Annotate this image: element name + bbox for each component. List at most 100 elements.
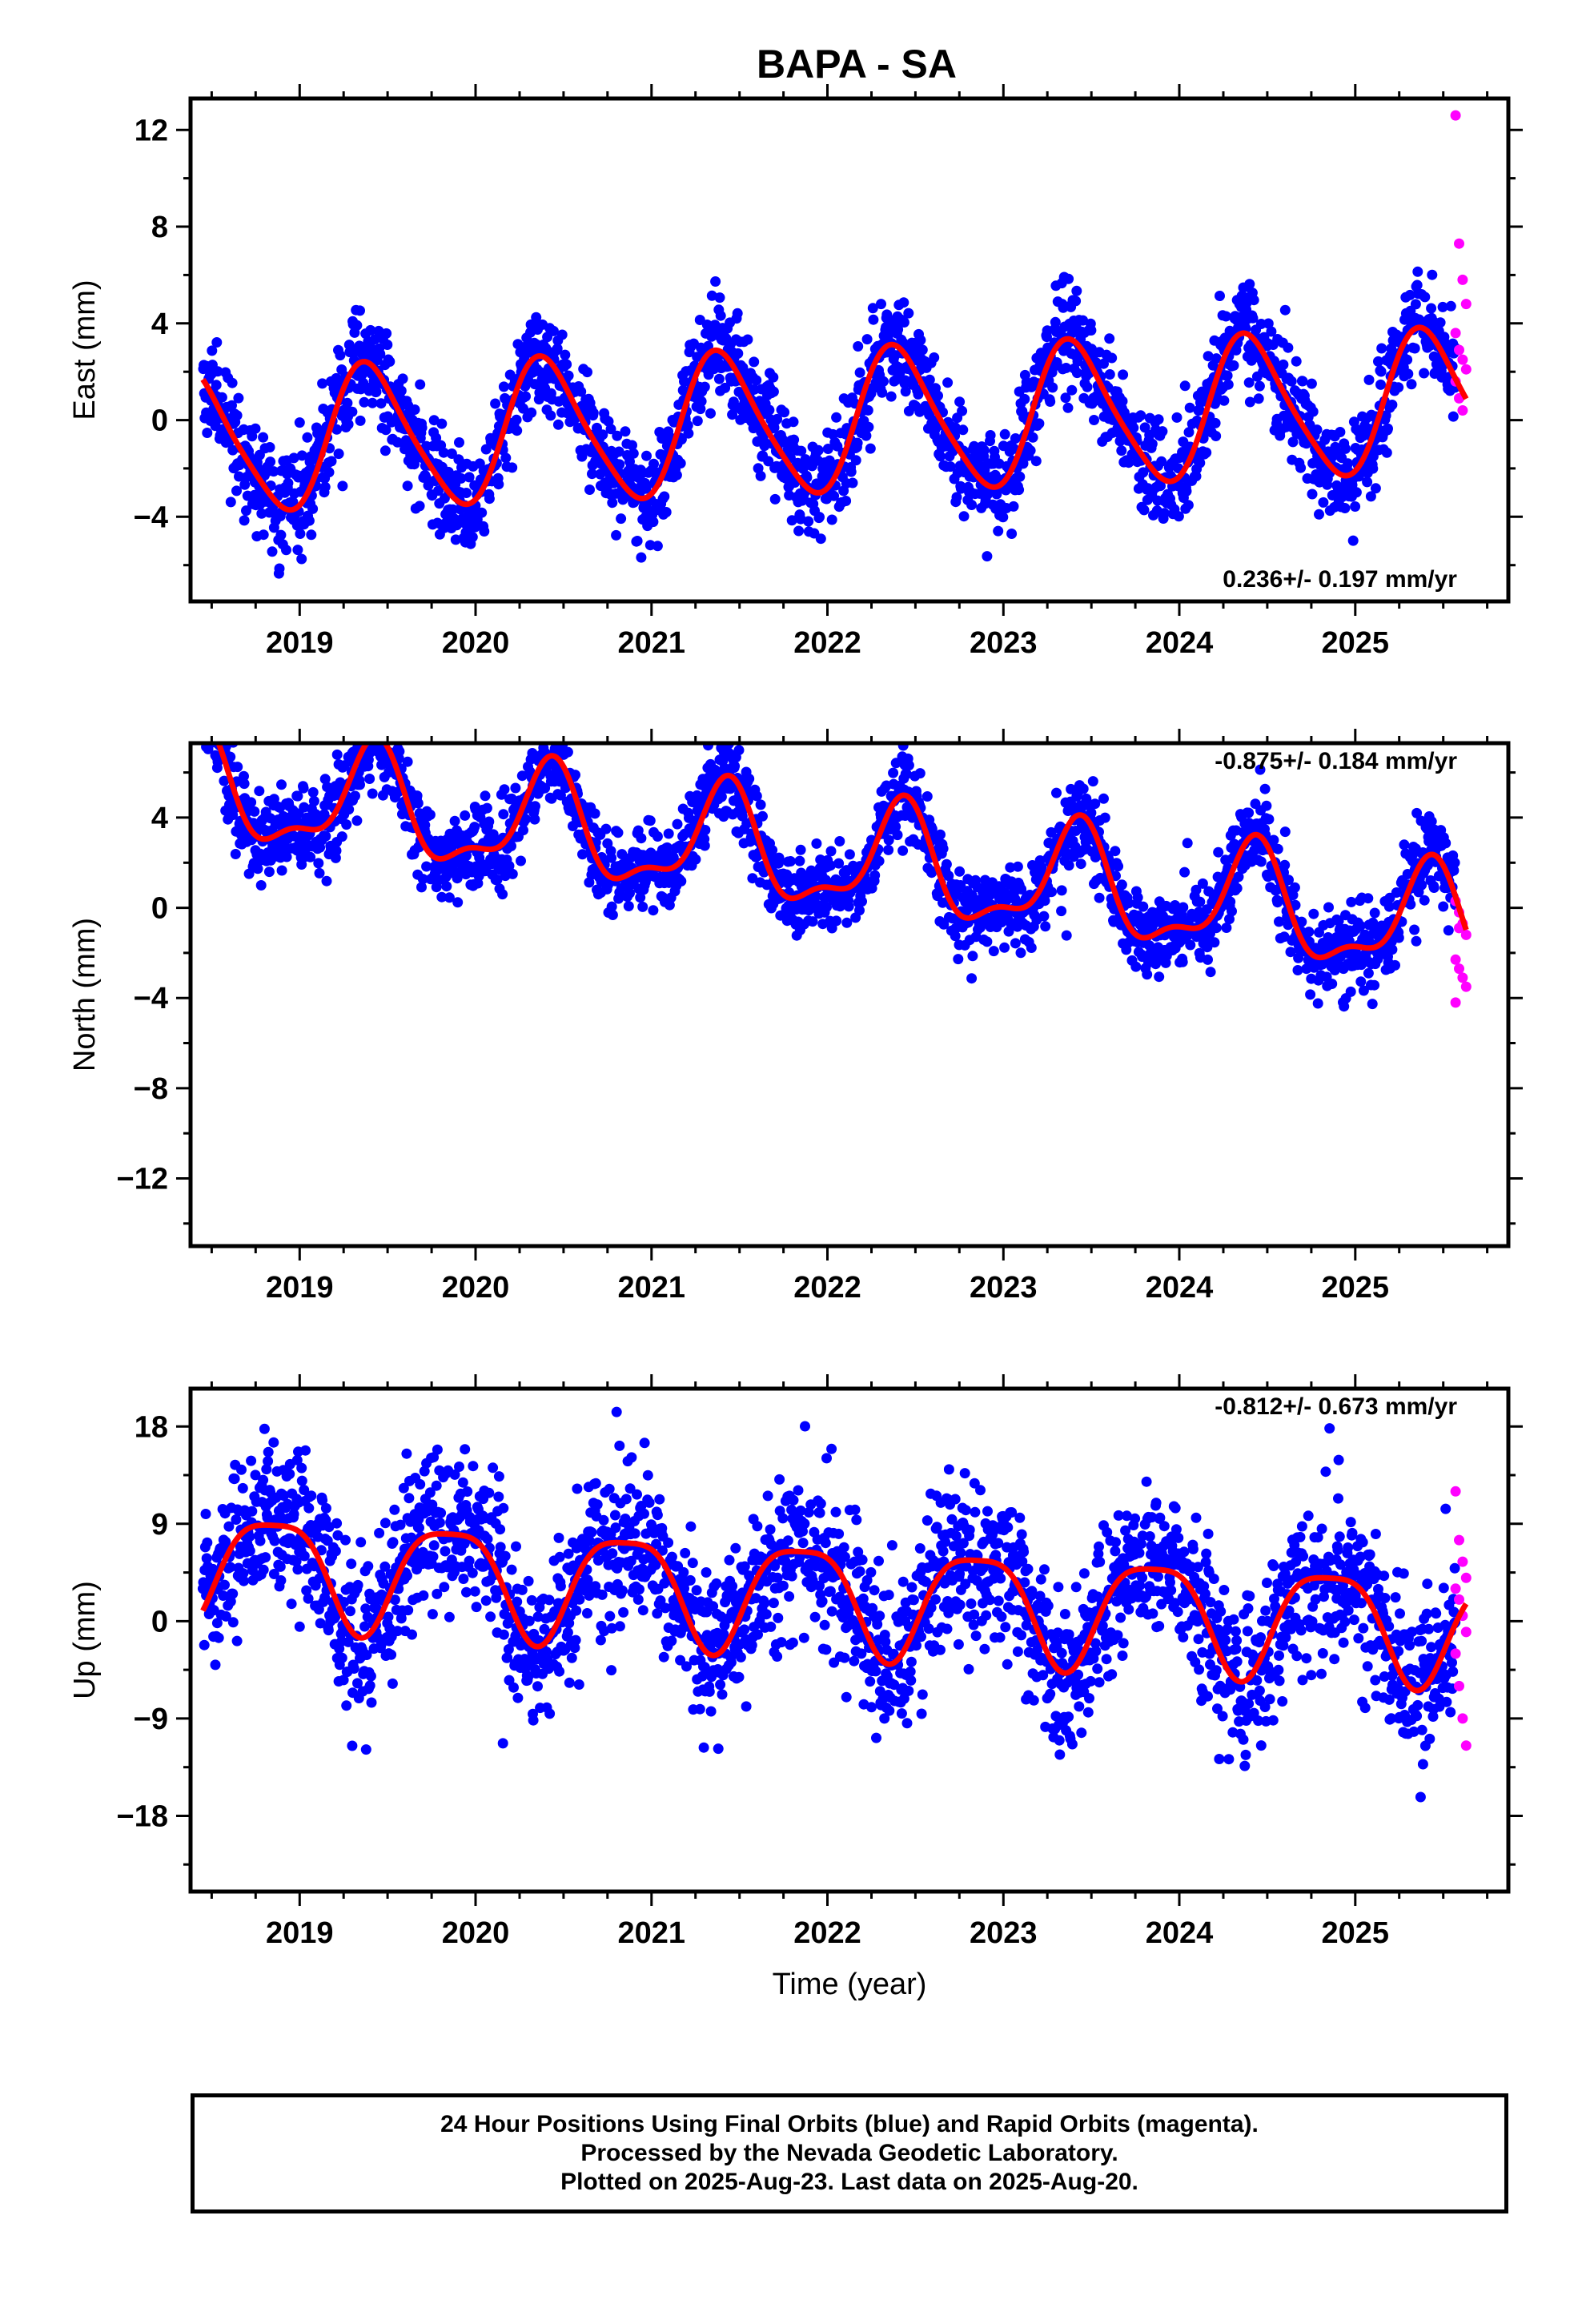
final-orbit-point [877,387,888,398]
final-orbit-point [679,376,689,387]
final-orbit-point [652,831,663,842]
final-orbit-point [1426,303,1437,314]
final-orbit-point [276,865,287,876]
final-orbit-point [1148,907,1159,919]
final-orbit-point [1428,883,1439,893]
final-orbit-point [953,954,964,965]
final-orbit-point [1233,871,1244,883]
final-orbit-point [331,424,343,435]
final-orbit-point [518,825,528,836]
final-orbit-point [1247,312,1259,324]
final-orbit-point [941,858,952,870]
final-orbit-point [1185,939,1196,951]
final-orbit-point [382,340,393,350]
final-orbit-point [1082,381,1093,392]
final-orbit-point [1177,956,1188,967]
final-orbit-point [1403,368,1414,380]
final-orbit-point [264,442,275,452]
final-orbit-point [1138,901,1149,912]
x-tick-label: 2025 [1322,626,1390,660]
final-orbit-point [296,553,307,565]
final-orbit-point [935,451,946,462]
final-orbit-point [648,458,659,469]
x-tick-label: 2022 [793,626,861,660]
final-orbit-point [892,830,903,841]
final-orbit-point [1363,893,1374,904]
final-orbit-point [1138,467,1149,478]
final-orbit-point [1358,985,1369,996]
final-orbit-point [1286,376,1297,387]
final-orbit-point [337,480,348,492]
y-tick-label: 0 [151,892,168,926]
final-orbit-point [1026,943,1037,953]
final-orbit-point [612,430,623,441]
final-orbit-point [259,1423,270,1434]
final-orbit-point [520,814,531,825]
final-orbit-point [268,1437,279,1448]
final-orbit-point [231,485,242,497]
final-orbit-point [331,1518,343,1529]
final-orbit-point [1066,384,1078,396]
final-orbit-point [921,791,933,802]
final-orbit-point [1307,406,1319,417]
final-orbit-point [815,533,826,545]
final-orbit-point [1443,925,1454,936]
final-orbit-point [716,791,727,802]
final-orbit-point [641,450,652,461]
final-orbit-point [1402,354,1413,365]
final-orbit-point [1056,906,1067,917]
final-orbit-point [1195,457,1206,468]
final-orbits-series [201,676,1461,1012]
final-orbit-point [286,1598,297,1610]
final-orbit-point [749,356,760,368]
final-orbit-point [627,440,637,451]
final-orbit-point [938,843,949,854]
final-orbit-point [1056,885,1067,896]
final-orbit-point [231,1635,243,1647]
final-orbit-point [203,714,213,725]
final-orbit-point [335,350,346,361]
final-orbit-point [381,328,392,339]
final-orbit-point [883,844,894,855]
final-orbit-point [210,706,220,717]
final-orbit-point [576,386,587,397]
rapid-orbit-point [1454,238,1464,249]
final-orbit-point [279,1490,289,1502]
final-orbit-point [1339,1001,1350,1012]
final-orbit-point [449,815,460,826]
final-orbit-point [355,779,365,790]
final-orbit-point [852,437,863,448]
final-orbit-point [1179,380,1191,392]
final-orbit-point [958,424,969,436]
final-orbit-point [831,412,842,423]
final-orbit-point [562,746,573,758]
final-orbit-point [826,514,837,525]
final-orbit-point [757,810,768,822]
final-orbit-point [1399,839,1410,850]
final-orbit-point [715,310,726,321]
final-orbit-point [671,469,682,480]
final-orbit-point [431,432,442,444]
final-orbit-point [538,715,548,726]
final-orbit-point [929,352,940,363]
final-orbit-point [885,391,897,402]
final-orbit-point [814,512,825,523]
final-orbit-point [833,858,845,869]
final-orbit-point [347,406,358,417]
final-orbit-point [269,1535,280,1546]
final-orbit-point [755,799,766,810]
x-tick-label: 2023 [970,626,1038,660]
final-orbit-point [714,292,725,304]
final-orbit-point [1363,374,1375,385]
final-orbit-point [381,676,391,686]
final-orbit-point [315,1618,326,1629]
final-orbit-point [1381,447,1392,458]
final-orbit-point [258,1564,269,1575]
final-orbit-point [926,867,938,879]
final-orbit-point [1184,402,1195,413]
final-orbit-point [371,732,382,742]
final-orbit-point [299,1550,310,1562]
final-orbit-point [637,901,648,912]
final-orbit-point [420,472,432,483]
final-orbit-point [1369,979,1380,991]
